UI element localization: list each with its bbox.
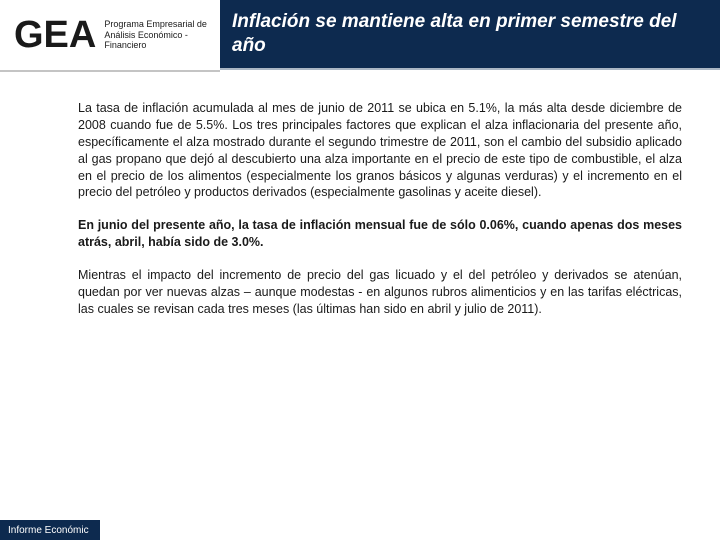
slide-title: Inflación se mantiene alta en primer sem…	[232, 10, 708, 58]
title-block: Inflación se mantiene alta en primer sem…	[220, 0, 720, 70]
footer-label: Informe Económic	[8, 525, 89, 536]
paragraph-3: Mientras el impacto del incremento de pr…	[78, 267, 682, 318]
paragraph-2: En junio del presente año, la tasa de in…	[78, 217, 682, 251]
header: GEA Programa Empresarial deAnálisis Econ…	[0, 0, 720, 70]
logo-subtitle: Programa Empresarial deAnálisis Económic…	[104, 19, 207, 51]
paragraph-1: La tasa de inflación acumulada al mes de…	[78, 100, 682, 201]
content-area: La tasa de inflación acumulada al mes de…	[0, 70, 720, 344]
header-underline	[0, 70, 220, 72]
logo-text: GEA	[14, 14, 96, 57]
footer-tab: Informe Económic	[0, 520, 100, 540]
logo-block: GEA Programa Empresarial deAnálisis Econ…	[0, 0, 220, 70]
